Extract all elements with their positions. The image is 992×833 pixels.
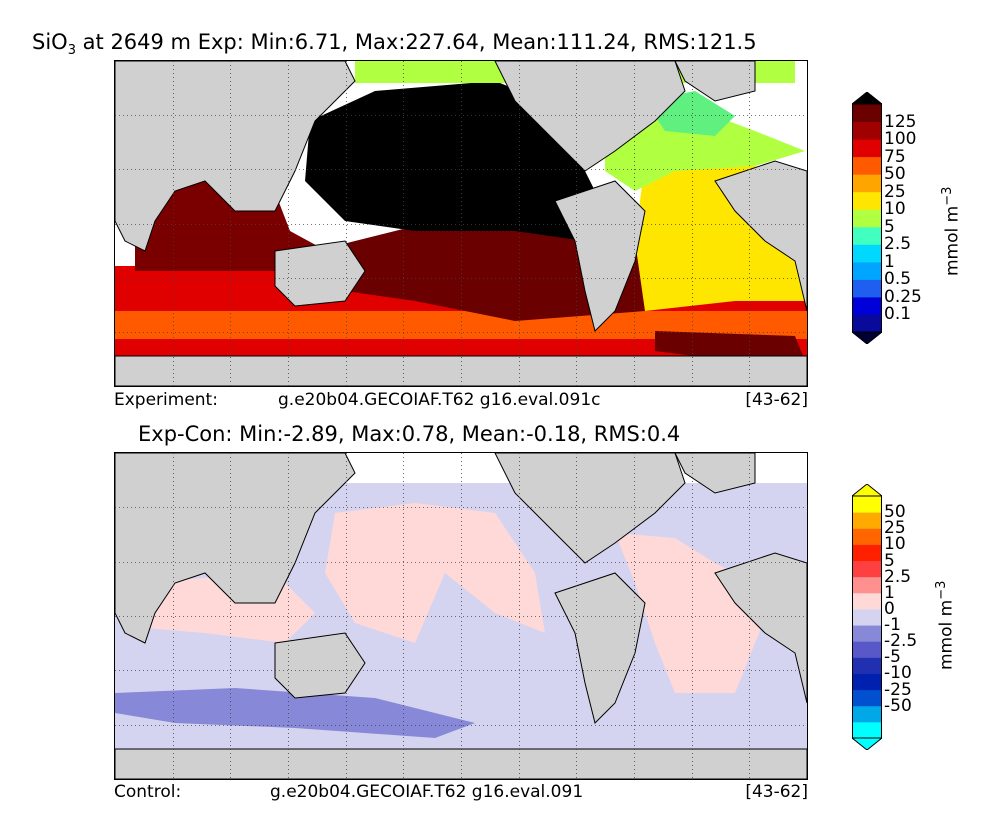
top-map-canvas (115, 61, 807, 386)
colorbar-segment (852, 209, 882, 228)
north-pacific-field (305, 81, 595, 241)
colorbar-segment (852, 528, 882, 545)
top-colorbar (850, 91, 884, 345)
colorbar-segment (852, 296, 882, 315)
colorbar-frame (852, 103, 882, 333)
colorbar-tick-label: 1 (884, 582, 895, 603)
colorbar-segment (852, 576, 882, 594)
footer-years: [43-62] (745, 782, 808, 802)
title-rest: at 2649 m Exp: Min:6.71, Max:227.64, Mea… (75, 30, 757, 54)
top-colorbar-graphic (850, 91, 884, 345)
colorbar-tick-label: 50 (884, 164, 906, 185)
colorbar-segment (852, 544, 882, 562)
bottom-colorbar-ticks: 50 25 10 5 2.5 1 0 -1 -2.5 -5 -10 -25 -50 (884, 484, 954, 750)
colorbar-tick-label: -1 (884, 615, 901, 636)
colorbar-segment (852, 608, 882, 626)
top-map (114, 60, 808, 387)
colorbar-tick-label: 0 (884, 598, 895, 619)
bottom-colorbar-unit: mmol m−3 (934, 581, 957, 670)
colorbar-segment (852, 705, 882, 723)
colorbar-segment (852, 721, 882, 739)
colorbar-tick-label: 75 (884, 146, 906, 167)
colorbar-tick-label: 50 (884, 502, 906, 523)
colorbar-tick-label: -50 (884, 695, 912, 716)
colorbar-tick-label: 5 (884, 216, 895, 237)
colorbar-segment (852, 191, 882, 210)
colorbar-tick-label: -25 (884, 679, 912, 700)
top-footer: Experiment: g.e20b04.GECOIAF.T62 g16.eva… (114, 390, 808, 412)
map-gridlines (115, 453, 807, 779)
strong-negative-field (115, 688, 475, 738)
colorbar-tick-label: 0.1 (884, 304, 912, 325)
top-panel-title: SiO3 at 2649 m Exp: Min:6.71, Max:227.64… (32, 30, 757, 58)
bottom-map-canvas (115, 453, 807, 779)
colorbar-tick-label: 25 (884, 181, 906, 202)
top-colorbar-unit: mmol m−3 (940, 187, 963, 276)
unit-sup: −3 (940, 186, 955, 206)
colorbar-segment (852, 657, 882, 674)
colorbar-tick-label: -5 (884, 647, 901, 668)
colorbar-extend-top (850, 483, 884, 497)
unit-sup: −3 (934, 580, 949, 600)
bottom-colorbar (850, 483, 884, 751)
footer-case: g.e20b04.GECOIAF.T62 g16.eval.091 (270, 782, 584, 802)
footer-label: Control: (114, 782, 182, 802)
colorbar-tick-label: 5 (884, 550, 895, 571)
positive-pacific-field (325, 503, 545, 643)
colorbar-segment (852, 314, 882, 333)
title-chem-sub: 3 (67, 43, 76, 59)
colorbar-tick-label: 25 (884, 518, 906, 539)
colorbar-tick-label: 0.25 (884, 286, 922, 307)
colorbar-tick-label: -10 (884, 663, 912, 684)
colorbar-segment (852, 689, 882, 707)
colorbar-segment (852, 592, 882, 610)
pacific-tropical-field (335, 221, 645, 321)
colorbar-segment (852, 174, 882, 193)
footer-years: [43-62] (745, 390, 808, 410)
colorbar-segment (852, 261, 882, 280)
unit-text: mmol m (942, 205, 963, 276)
colorbar-tick-label: 10 (884, 534, 906, 555)
top-colorbar-ticks: 125 100 75 50 25 10 5 2.5 1 0.5 0.25 0.1 (884, 92, 954, 344)
bottom-footer: Control: g.e20b04.GECOIAF.T62 g16.eval.0… (114, 782, 808, 804)
colorbar-segment (852, 156, 882, 175)
colorbar-segment (852, 244, 882, 263)
colorbar-tick-label: 125 (884, 111, 917, 132)
indian-ocean-field (135, 166, 345, 271)
colorbar-extend-top (850, 91, 884, 105)
colorbar-extend-bottom (850, 737, 884, 751)
colorbar-tick-label: 0.5 (884, 269, 912, 290)
colorbar-segment (852, 641, 882, 658)
colorbar-segment (852, 673, 882, 691)
unit-text: mmol m (936, 599, 957, 670)
colorbar-tick-label: 1 (884, 251, 895, 272)
bottom-map (114, 452, 808, 780)
map-gridlines (115, 61, 807, 386)
colorbar-segment (852, 104, 882, 123)
colorbar-extend-bottom (850, 331, 884, 345)
colorbar-tick-label: -2.5 (884, 631, 918, 652)
bottom-panel-title: Exp-Con: Min:-2.89, Max:0.78, Mean:-0.18… (138, 422, 681, 446)
colorbar-segment (852, 139, 882, 158)
colorbar-segment (852, 512, 882, 529)
footer-case: g.e20b04.GECOIAF.T62 g16.eval.091c (278, 390, 601, 410)
colorbar-tick-label: 2.5 (884, 234, 912, 255)
colorbar-segment (852, 496, 882, 513)
colorbar-segment (852, 279, 882, 298)
bottom-colorbar-graphic (850, 483, 884, 751)
colorbar-segment (852, 121, 882, 140)
colorbar-segment (852, 560, 882, 578)
colorbar-segment (852, 226, 882, 245)
colorbar-tick-label: 10 (884, 199, 906, 220)
north-atlantic-field (605, 101, 805, 191)
colorbar-tick-label: 2.5 (884, 566, 912, 587)
land-masses (115, 453, 807, 779)
colorbar-frame (852, 495, 882, 739)
footer-label: Experiment: (114, 390, 218, 410)
colorbar-tick-label: 100 (884, 129, 917, 150)
land-masses (115, 61, 807, 386)
colorbar-segment (852, 625, 882, 642)
title-chem-prefix: SiO (32, 30, 68, 54)
